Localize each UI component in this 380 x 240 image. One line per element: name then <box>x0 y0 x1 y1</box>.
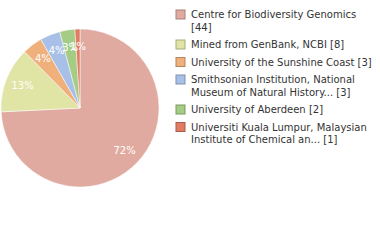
svg-text:4%: 4% <box>34 53 51 65</box>
svg-text:72%: 72% <box>114 145 136 156</box>
svg-text:Universiti Kuala Lumpur, Malay: Universiti Kuala Lumpur, MalaysianInstit… <box>191 122 367 146</box>
svg-text:Centre for Biodiversity Genomi: Centre for Biodiversity Genomics[44] <box>191 9 356 33</box>
svg-text:Mined from GenBank, NCBI [8]: Mined from GenBank, NCBI [8] <box>191 39 344 50</box>
svg-text:University of Aberdeen [2]: University of Aberdeen [2] <box>191 104 323 115</box>
svg-text:Smithsonian Institution, Natio: Smithsonian Institution, NationalMuseum … <box>191 74 355 98</box>
svg-text:University of the Sunshine Coa: University of the Sunshine Coast [3] <box>191 57 372 68</box>
svg-text:1%: 1% <box>70 41 86 52</box>
svg-text:13%: 13% <box>11 80 33 91</box>
svg-text:4%: 4% <box>48 45 65 57</box>
